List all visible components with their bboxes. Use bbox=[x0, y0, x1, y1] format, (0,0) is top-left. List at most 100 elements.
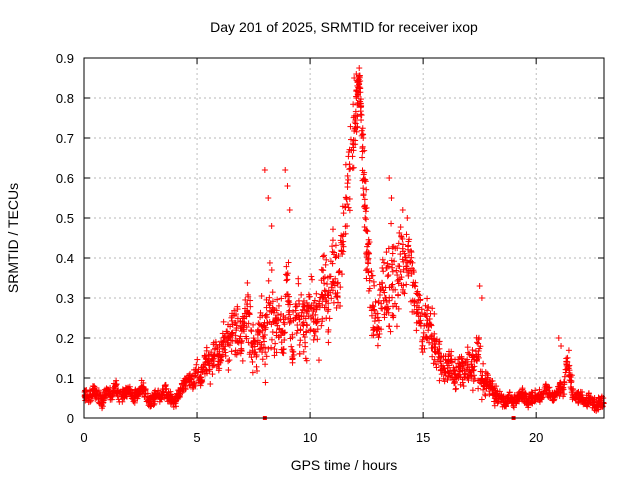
data-point bbox=[476, 345, 483, 352]
data-point bbox=[503, 403, 510, 410]
data-point bbox=[346, 195, 353, 202]
data-point bbox=[339, 233, 346, 240]
data-point bbox=[95, 387, 102, 394]
data-point bbox=[343, 222, 350, 229]
data-point bbox=[229, 331, 236, 338]
data-point bbox=[360, 171, 367, 178]
data-point bbox=[431, 310, 438, 317]
data-point bbox=[262, 324, 269, 331]
data-point bbox=[207, 381, 214, 388]
data-point bbox=[359, 154, 366, 161]
data-point bbox=[272, 340, 279, 347]
data-point bbox=[358, 112, 365, 119]
data-point bbox=[536, 386, 543, 393]
peak-point bbox=[476, 283, 483, 289]
data-point bbox=[337, 284, 344, 291]
data-point bbox=[356, 65, 363, 72]
data-point bbox=[353, 71, 360, 78]
data-point bbox=[331, 282, 338, 289]
data-point bbox=[356, 73, 363, 80]
data-point bbox=[218, 338, 225, 345]
data-point bbox=[261, 344, 268, 351]
data-point bbox=[330, 226, 337, 233]
data-point bbox=[298, 291, 305, 298]
data-point bbox=[227, 334, 234, 341]
data-point bbox=[191, 366, 198, 373]
data-point bbox=[203, 347, 210, 354]
data-point bbox=[128, 391, 135, 398]
data-point bbox=[232, 332, 239, 339]
data-point bbox=[350, 144, 357, 151]
data-point bbox=[479, 377, 486, 384]
data-point bbox=[254, 341, 261, 348]
data-point bbox=[384, 273, 391, 280]
peak-point bbox=[388, 195, 395, 201]
data-point bbox=[340, 210, 347, 217]
data-point bbox=[204, 358, 211, 365]
data-point bbox=[274, 296, 281, 303]
data-point bbox=[561, 391, 568, 398]
data-point bbox=[347, 136, 354, 143]
data-point bbox=[103, 391, 110, 398]
data-point bbox=[522, 390, 529, 397]
data-point bbox=[329, 260, 336, 267]
data-point bbox=[420, 333, 427, 340]
data-point bbox=[408, 254, 415, 261]
y-tick-label: 0.2 bbox=[56, 331, 74, 346]
data-point bbox=[287, 301, 294, 308]
data-point bbox=[90, 383, 97, 390]
data-point bbox=[222, 352, 229, 359]
data-point bbox=[299, 306, 306, 313]
data-point bbox=[297, 327, 304, 334]
data-point bbox=[391, 300, 398, 307]
data-point bbox=[243, 313, 250, 320]
data-point bbox=[248, 328, 255, 335]
data-point bbox=[394, 292, 401, 299]
data-point bbox=[345, 176, 352, 183]
data-point bbox=[378, 326, 385, 333]
data-point bbox=[565, 363, 572, 370]
data-point bbox=[475, 334, 482, 341]
data-point bbox=[381, 314, 388, 321]
data-point bbox=[283, 263, 290, 270]
data-point bbox=[308, 273, 315, 280]
peak-point bbox=[360, 135, 367, 141]
data-point bbox=[438, 371, 445, 378]
data-point bbox=[273, 349, 280, 356]
data-point bbox=[253, 363, 260, 370]
data-point bbox=[262, 361, 269, 368]
data-point bbox=[191, 380, 198, 387]
data-point bbox=[231, 319, 238, 326]
data-point bbox=[346, 166, 353, 173]
data-point bbox=[460, 383, 467, 390]
data-point bbox=[325, 326, 332, 333]
data-point bbox=[442, 372, 449, 379]
data-point bbox=[425, 327, 432, 334]
data-point bbox=[417, 296, 424, 303]
data-point bbox=[389, 281, 396, 288]
data-point bbox=[295, 275, 302, 282]
data-point bbox=[245, 293, 252, 300]
data-point bbox=[474, 353, 481, 360]
data-point bbox=[525, 399, 532, 406]
data-point bbox=[393, 323, 400, 330]
data-point bbox=[375, 325, 382, 332]
data-point bbox=[335, 299, 342, 306]
tick-layer bbox=[83, 57, 604, 419]
data-point bbox=[399, 235, 406, 242]
data-point bbox=[303, 299, 310, 306]
data-point bbox=[480, 360, 487, 367]
data-point bbox=[464, 344, 471, 351]
data-point bbox=[256, 346, 263, 353]
data-point bbox=[494, 400, 501, 407]
x-tick-label: 20 bbox=[529, 430, 543, 445]
data-point bbox=[374, 342, 381, 349]
data-point bbox=[359, 145, 366, 152]
data-point bbox=[319, 253, 326, 260]
data-point bbox=[281, 336, 288, 343]
y-tick-label: 0.4 bbox=[56, 251, 74, 266]
data-point bbox=[108, 396, 115, 403]
data-point bbox=[285, 316, 292, 323]
data-point bbox=[220, 318, 227, 325]
data-point bbox=[322, 288, 329, 295]
